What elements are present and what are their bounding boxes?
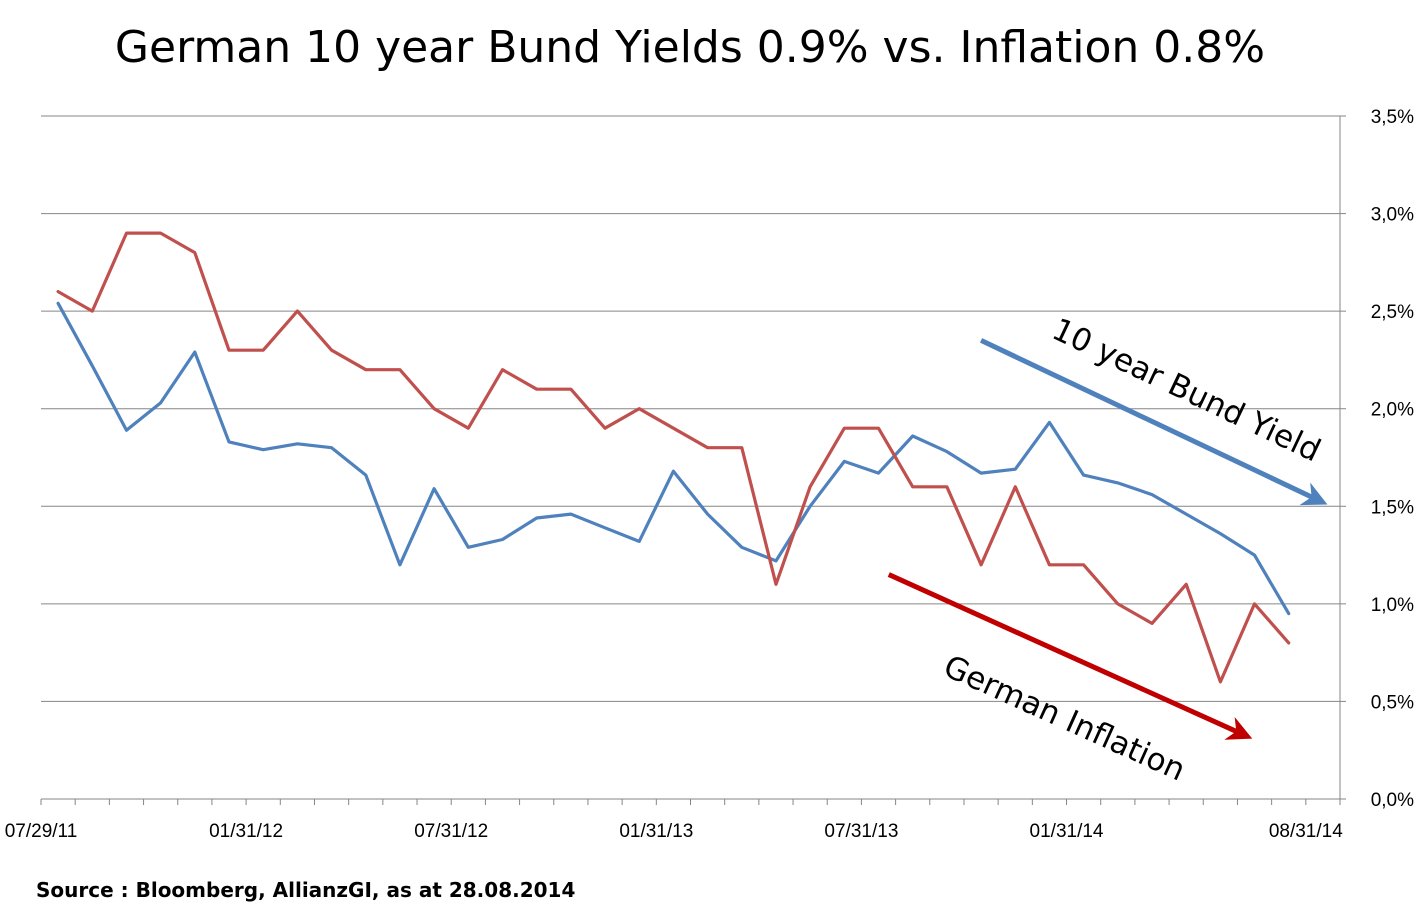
y-tick-label: 0,5% [1371, 692, 1414, 713]
x-tick-label: 07/29/11 [5, 821, 78, 842]
x-tick-label: 01/31/13 [619, 821, 693, 842]
y-tick-label: 1,5% [1371, 497, 1414, 518]
series-lines [56, 231, 1291, 684]
x-tick-label: 07/31/12 [414, 821, 488, 842]
inflation-trend-label: German Inflation [938, 648, 1190, 788]
x-tick-label: 01/31/12 [209, 821, 283, 842]
x-tick-label: 08/31/14 [1269, 821, 1343, 842]
y-tick-label: 2,5% [1371, 302, 1414, 323]
y-tick-label: 0,0% [1371, 790, 1414, 811]
axes: 0,0% 0,5% 1,0% 1,5% 2,0% 2,5% 3,0% 3,5% 07/29/11… [5, 107, 1414, 842]
y-tick-label: 3,0% [1371, 205, 1414, 226]
gridlines [41, 115, 1340, 702]
series-line-bund [56, 301, 1291, 616]
x-tick-label: 01/31/14 [1030, 821, 1104, 842]
y-tick-label: 1,0% [1371, 595, 1414, 616]
y-tick-label: 3,5% [1371, 107, 1414, 128]
bund-trend-arrow [979, 338, 1328, 506]
series-line-inflation [56, 231, 1291, 684]
source-note: Source : Bloomberg, AllianzGI, as at 28.… [36, 878, 576, 902]
inflation-trend-arrow [887, 572, 1253, 740]
x-tick-label: 07/31/13 [824, 821, 898, 842]
y-tick-label: 2,0% [1371, 400, 1414, 421]
chart-title: German 10 year Bund Yields 0.9% vs. Infl… [114, 22, 1266, 73]
